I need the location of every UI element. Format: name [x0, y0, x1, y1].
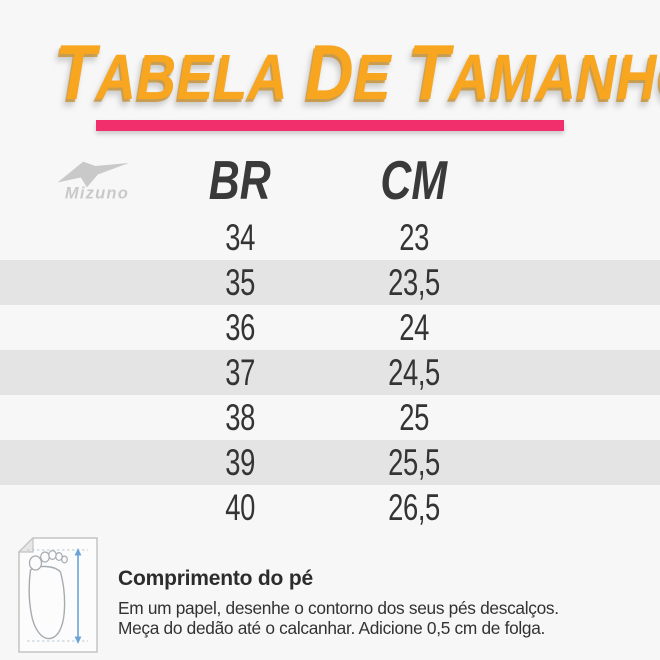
- cm-value: 24: [399, 307, 429, 348]
- cm-value: 25: [399, 397, 429, 438]
- table-row: 39 25,5: [0, 440, 660, 485]
- cell-cm: 25: [339, 395, 489, 440]
- cell-cm: 23,5: [339, 260, 489, 305]
- mizuno-logo: Mizuno: [57, 161, 130, 202]
- title-word: Tabela: [54, 28, 288, 116]
- foot-measure-icon: [18, 537, 98, 653]
- cm-value: 23: [399, 217, 429, 258]
- table-row: 35 23,5: [0, 260, 660, 305]
- footnote-line-1: Em um papel, desenhe o contorno dos seus…: [118, 598, 559, 618]
- toe: [40, 551, 50, 563]
- br-value: 38: [225, 397, 255, 438]
- cell-br: 37: [165, 350, 315, 395]
- cell-br: 35: [165, 260, 315, 305]
- cell-cm: 24,5: [339, 350, 489, 395]
- title-word: de: [305, 28, 392, 116]
- cm-value: 24,5: [388, 352, 440, 393]
- cm-value: 26,5: [388, 487, 440, 528]
- table-row: 38 25: [0, 395, 660, 440]
- cell-br: 38: [165, 395, 315, 440]
- table-row: 34 23: [0, 215, 660, 260]
- big-toe: [28, 555, 43, 571]
- column-header-cm: CM: [380, 149, 448, 211]
- foot-outline: [28, 565, 66, 640]
- br-value: 39: [225, 442, 255, 483]
- br-value: 35: [225, 262, 255, 303]
- br-value: 37: [225, 352, 255, 393]
- toe: [61, 555, 68, 564]
- footnote-line-2: Meça do dedão até o calcanhar. Adicione …: [118, 618, 546, 638]
- paper-fold: [18, 537, 34, 553]
- arrow-head-down: [74, 636, 82, 644]
- table-row: 37 24,5: [0, 350, 660, 395]
- cell-br: 39: [165, 440, 315, 485]
- cell-cm: 26,5: [339, 485, 489, 530]
- toe: [48, 550, 57, 561]
- cell-cm: 24: [339, 305, 489, 350]
- cm-value: 25,5: [388, 442, 440, 483]
- cell-br: 40: [165, 485, 315, 530]
- column-header-br: BR: [209, 149, 271, 211]
- runbird-icon: [57, 161, 130, 188]
- footnote-body: Em um papel, desenhe o contorno dos seus…: [118, 598, 559, 638]
- cm-value: 23,5: [388, 262, 440, 303]
- page-title: TabeladeTamanhos: [46, 28, 660, 128]
- br-value: 36: [225, 307, 255, 348]
- cell-cm: 25,5: [339, 440, 489, 485]
- arrow-head-up: [74, 548, 82, 556]
- size-table: 34 23 35 23,5 36 24 37 24,5 38 25 39 25,…: [0, 215, 660, 530]
- br-value: 34: [225, 217, 255, 258]
- cell-br: 36: [165, 305, 315, 350]
- table-row: 40 26,5: [0, 485, 660, 530]
- title-word: Tamanhos: [408, 28, 660, 116]
- table-row: 36 24: [0, 305, 660, 350]
- footnote-heading: Comprimento do pé: [118, 567, 313, 590]
- cell-br: 34: [165, 215, 315, 260]
- brand-wordmark: Mizuno: [65, 184, 129, 202]
- cell-cm: 23: [339, 215, 489, 260]
- title-underline-bar: [96, 120, 564, 131]
- br-value: 40: [225, 487, 255, 528]
